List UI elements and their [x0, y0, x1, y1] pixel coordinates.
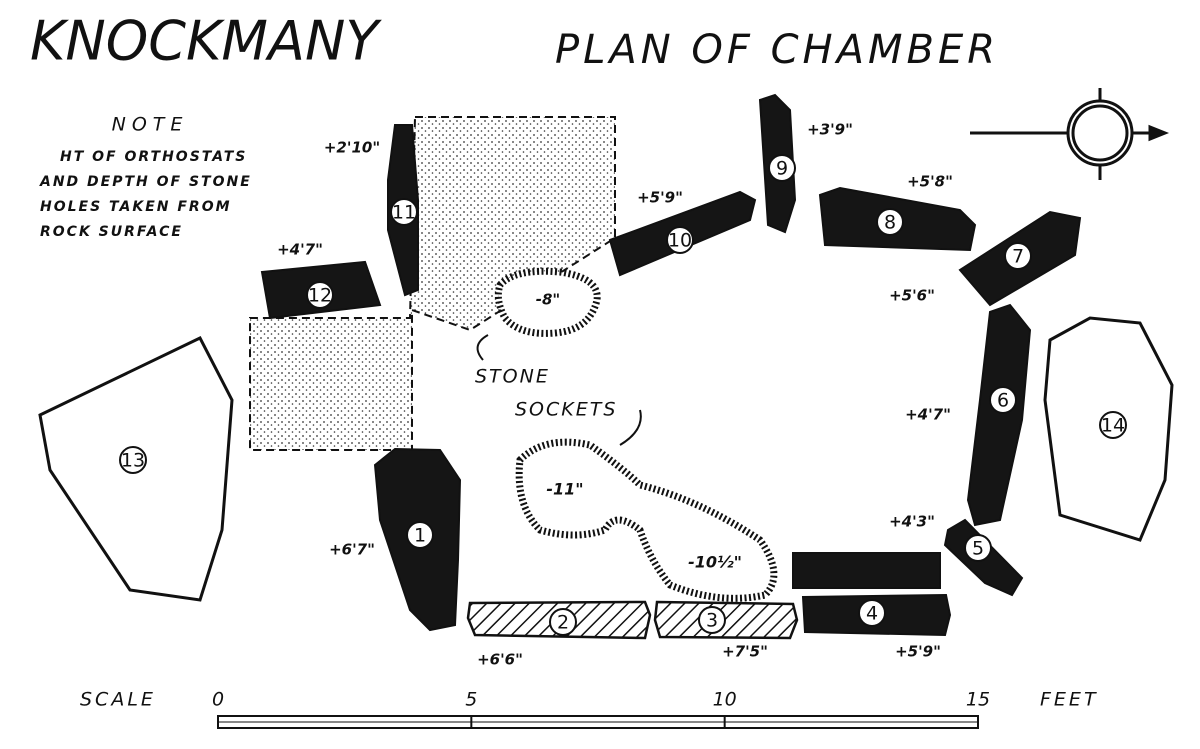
- scale-tick-label: 10: [713, 689, 737, 711]
- socket-depth: -11": [546, 480, 583, 499]
- note-line: AND DEPTH OF STONE: [39, 174, 252, 190]
- stone-number-circle: [1099, 411, 1127, 439]
- note-line: ROCK SURFACE: [40, 224, 183, 240]
- stone-height: +5'9": [895, 643, 941, 661]
- stone-number-circle: [549, 608, 577, 636]
- stone-height: +6'6": [477, 651, 523, 669]
- stone-number: 10: [668, 230, 692, 252]
- socket-depth: -8": [536, 291, 560, 309]
- annotation: SOCKETS: [515, 399, 617, 421]
- stone-number: 3: [706, 610, 718, 632]
- compass: [970, 88, 1170, 180]
- subtitle: PLAN OF CHAMBER: [555, 27, 999, 73]
- stone-number: 11: [392, 202, 416, 224]
- stone-height: +3'9": [807, 121, 853, 139]
- note-line: HT OF ORTHOSTATS: [60, 149, 247, 165]
- stone-number-circle: [1004, 242, 1032, 270]
- arrow: [476, 334, 489, 361]
- stone-number: 7: [1012, 246, 1024, 268]
- stone-socket: [515, 438, 778, 602]
- stone-height: +4'7": [905, 406, 951, 424]
- stone-height: +5'6": [889, 287, 935, 305]
- stone-number: 1: [414, 525, 426, 547]
- stone-number: 2: [557, 612, 569, 634]
- stone-number-circle: [964, 534, 992, 562]
- stone-height: +5'9": [637, 189, 683, 207]
- scale-tick-label: 5: [465, 689, 477, 711]
- stone-number: 14: [1101, 415, 1125, 437]
- stone-height: +4'3": [889, 513, 935, 531]
- stone-number-circle: [666, 226, 694, 254]
- stone-number: 13: [121, 450, 145, 472]
- stone-height: +7'5": [722, 643, 768, 661]
- note-line: HOLES TAKEN FROM: [40, 199, 232, 215]
- arrow: [619, 409, 642, 446]
- annotation: STONE: [475, 366, 550, 388]
- stone-height: +4'7": [277, 241, 323, 259]
- stone-number-circle: [390, 198, 418, 226]
- stone-height: +5'8": [907, 173, 953, 191]
- scale-tick-label: 15: [966, 689, 990, 711]
- stone-number: 8: [884, 212, 896, 234]
- stone-number-circle: [858, 599, 886, 627]
- stone-number-circle: [768, 154, 796, 182]
- stone-number: 5: [972, 538, 984, 560]
- socket-depth: -10½": [688, 553, 742, 572]
- stone-number-circle: [876, 208, 904, 236]
- orthostat: [792, 552, 941, 589]
- stone-number-circle: [119, 446, 147, 474]
- stone-socket: [494, 267, 601, 337]
- stone-number: 4: [866, 603, 878, 625]
- stone-height: +2'10": [324, 139, 380, 157]
- scale-tick-label: 0: [212, 689, 224, 711]
- scale-label: SCALE: [80, 689, 156, 711]
- stone-number-circle: [306, 281, 334, 309]
- stone-height: +6'7": [329, 541, 375, 559]
- stone-number-circle: [406, 521, 434, 549]
- stone-number-circle: [698, 606, 726, 634]
- stone-number: 6: [997, 390, 1009, 412]
- stippled-area: [249, 116, 616, 451]
- title: KNOCKMANY: [30, 10, 382, 73]
- stone-number-circle: [989, 386, 1017, 414]
- orthostat: [966, 303, 1032, 527]
- stone-number: 12: [308, 285, 332, 307]
- note-heading: NOTE: [112, 114, 189, 136]
- stone-number: 9: [776, 158, 788, 180]
- scale-unit: FEET: [1040, 689, 1099, 711]
